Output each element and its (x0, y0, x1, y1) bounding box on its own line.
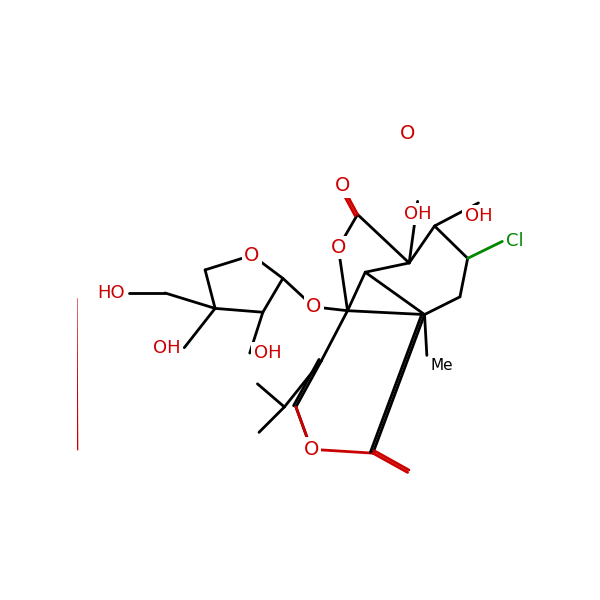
Text: O: O (334, 176, 350, 196)
Text: O: O (306, 298, 322, 316)
Text: O: O (304, 440, 319, 459)
Text: O: O (331, 238, 346, 257)
Text: O: O (400, 124, 415, 143)
Text: Me: Me (431, 358, 454, 373)
Text: O: O (244, 246, 260, 265)
Text: HO: HO (97, 284, 125, 302)
Text: Cl: Cl (506, 232, 524, 250)
Text: OH: OH (464, 207, 492, 225)
Text: OH: OH (404, 205, 431, 223)
Text: OH: OH (254, 344, 281, 362)
Text: OH: OH (153, 338, 181, 356)
